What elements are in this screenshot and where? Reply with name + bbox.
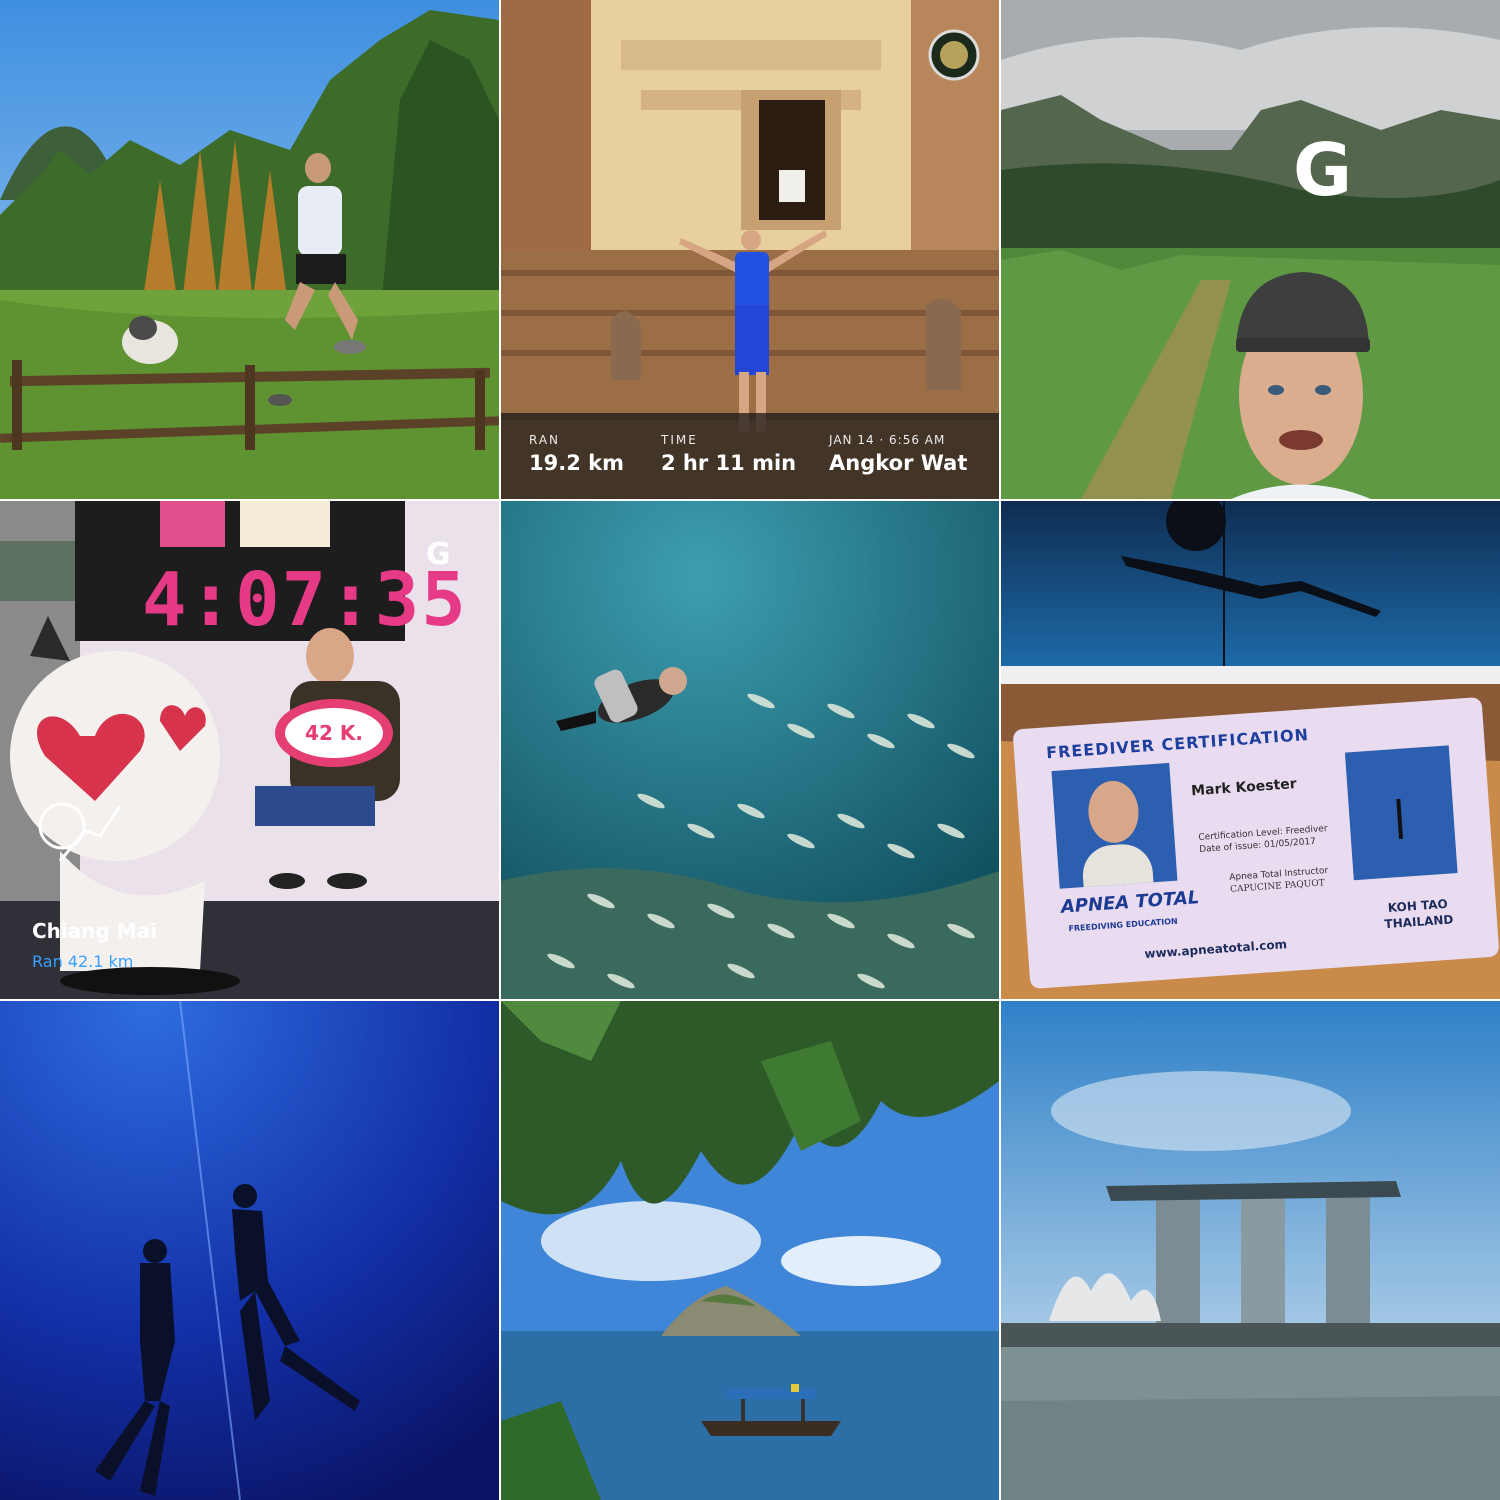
finish-clock: 4:07:35 bbox=[142, 557, 468, 643]
g-logo-2: G bbox=[426, 537, 451, 572]
ran-value: 19.2 km bbox=[529, 451, 624, 475]
location-name: Chiang Mai bbox=[32, 919, 158, 943]
photo-scuba-fish bbox=[501, 501, 999, 999]
time-value: 2 hr 11 min bbox=[661, 451, 797, 475]
distance-sign-text: 42 K. bbox=[285, 708, 383, 758]
run-stats-bar: RAN 19.2 km TIME 2 hr 11 min JAN 14 · 6:… bbox=[501, 413, 999, 499]
photo-temple-run: RAN 19.2 km TIME 2 hr 11 min JAN 14 · 6:… bbox=[501, 0, 999, 499]
card-location: KOH TAO THAILAND bbox=[1377, 895, 1459, 933]
photo-runner-fence bbox=[0, 0, 499, 499]
time-stat: TIME 2 hr 11 min bbox=[661, 433, 796, 475]
card-title: FREEDIVER CERTIFICATION bbox=[1045, 725, 1310, 763]
photo-freedivers bbox=[0, 1001, 499, 1500]
certification-card: FREEDIVER CERTIFICATION Mark Koester Cer… bbox=[1013, 697, 1500, 989]
distance-sign: 42 K. bbox=[275, 699, 393, 767]
photo-trail-selfie: G bbox=[1001, 0, 1500, 499]
g-logo: G bbox=[1293, 128, 1353, 212]
card-ocean-image bbox=[1344, 745, 1458, 881]
card-logo: APNEA TOTAL bbox=[1060, 887, 1200, 918]
photo-city-skyline bbox=[1001, 1001, 1500, 1500]
card-edu: FREEDIVING EDUCATION bbox=[1068, 916, 1178, 934]
place-value: Angkor Wat bbox=[829, 451, 968, 475]
photo-marathon-finish: 4:07:35 G 42 K. Chiang Mai Ran 42.1 km bbox=[0, 501, 499, 999]
date-stat: JAN 14 · 6:56 AM Angkor Wat bbox=[829, 433, 967, 475]
photo-freedive-cert: FREEDIVER CERTIFICATION Mark Koester Cer… bbox=[1001, 501, 1500, 999]
photo-island-bay bbox=[501, 1001, 999, 1500]
ran-stat: RAN 19.2 km bbox=[529, 433, 624, 475]
card-holder-name: Mark Koester bbox=[1190, 776, 1298, 800]
run-distance: Ran 42.1 km bbox=[32, 952, 134, 971]
date-label: JAN 14 · 6:56 AM bbox=[829, 433, 946, 447]
card-photo bbox=[1051, 762, 1178, 889]
card-website: www.apneatotal.com bbox=[1143, 937, 1288, 962]
time-label: TIME bbox=[661, 433, 698, 447]
ran-label: RAN bbox=[529, 433, 561, 447]
